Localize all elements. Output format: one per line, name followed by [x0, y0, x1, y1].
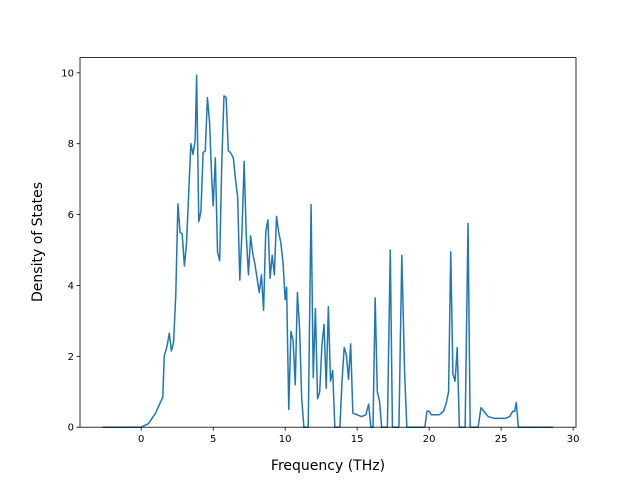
line [102, 74, 553, 428]
y-tick-label: 4 [68, 281, 74, 292]
x-tick-label: 0 [138, 434, 144, 445]
y-tick-label: 0 [68, 423, 74, 434]
x-tick-label: 5 [210, 434, 216, 445]
y-tick-label: 8 [68, 139, 74, 150]
x-tick-label: 20 [423, 434, 436, 445]
x-tick-label: 30 [567, 434, 580, 445]
axes-frame [79, 57, 577, 428]
x-tick-label: 15 [351, 434, 364, 445]
y-tick-label: 10 [61, 68, 74, 79]
y-tick-label: 6 [68, 210, 74, 221]
y-tick-label: 2 [68, 352, 74, 363]
x-tick-label: 25 [495, 434, 508, 445]
x-axis-label: Frequency (THz) [271, 458, 385, 474]
x-tick-label: 10 [279, 434, 292, 445]
y-axis-label: Density of States [30, 182, 46, 302]
